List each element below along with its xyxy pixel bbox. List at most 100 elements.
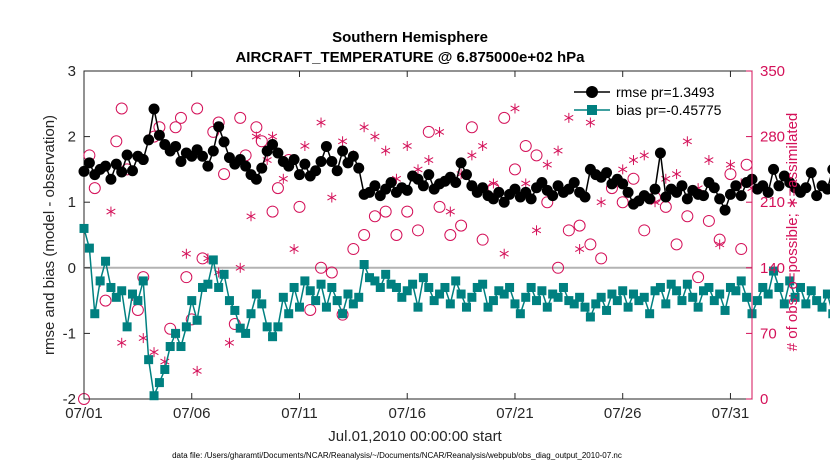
rmse-point [148, 103, 160, 115]
bias-point [127, 289, 137, 299]
bias-point [181, 322, 191, 332]
obs-assimilated-marker [278, 173, 288, 184]
rmse-point [207, 145, 219, 157]
bias-point [160, 364, 170, 374]
bias-point [154, 378, 164, 388]
rmse-point [811, 190, 823, 202]
obs-possible-marker [584, 238, 597, 251]
obs-assimilated-stroke [531, 227, 542, 234]
rmse-point [170, 140, 182, 152]
obs-possible-marker [681, 210, 694, 223]
bias-point [801, 299, 811, 309]
series-layer [78, 103, 830, 401]
bias-point [79, 223, 89, 233]
obs-possible-marker [304, 303, 317, 316]
rmse-point [83, 157, 95, 169]
bias-point [305, 286, 315, 296]
bias-point [693, 302, 703, 312]
obs-assimilated-marker [467, 150, 477, 161]
bias-point [752, 296, 762, 306]
obs-assimilated-marker [639, 150, 649, 161]
y-tick-label: 3 [68, 63, 76, 80]
obs-assimilated-stroke [138, 335, 148, 342]
rmse-point [460, 169, 472, 181]
bias-point [359, 260, 369, 270]
bias-point [499, 289, 509, 299]
bias-point [769, 266, 779, 276]
bias-point [413, 302, 423, 312]
bias-point [316, 279, 326, 289]
bias-point [445, 299, 455, 309]
bias-point [672, 286, 682, 296]
obs-assimilated-marker [434, 126, 445, 137]
obs-assimilated-marker [564, 112, 574, 123]
obs-assimilated-stroke [246, 213, 256, 220]
obs-assimilated-stroke [181, 250, 191, 257]
obs-assimilated-marker [181, 248, 191, 259]
bias-point [133, 296, 143, 306]
bias-point [639, 292, 649, 302]
obs-possible-marker [390, 229, 403, 241]
bias-point [198, 282, 208, 292]
rmse-point [698, 190, 710, 202]
bias-point [370, 276, 380, 286]
rmse-point [218, 136, 230, 148]
rmse-point [649, 183, 661, 195]
y-tick-label: 2 [68, 129, 76, 146]
obs-assimilated-marker [251, 131, 261, 142]
obs-assimilated-marker [289, 244, 299, 255]
rmse-point [121, 149, 133, 161]
obs-assimilated-stroke [278, 175, 288, 182]
y-tick-label: -1 [63, 325, 76, 342]
obs-assimilated-marker [235, 262, 245, 273]
obs-possible-marker [638, 224, 651, 237]
bias-point [278, 292, 288, 302]
bias-point [214, 282, 224, 292]
rmse-point [579, 191, 591, 203]
bias-point [149, 391, 159, 401]
obs-assimilated-marker [327, 192, 337, 203]
obs-assimilated-marker [224, 337, 235, 348]
bias-point [736, 276, 746, 286]
bias-point [284, 309, 294, 319]
obs-possible-marker [234, 111, 247, 124]
obs-assimilated-stroke [359, 124, 369, 131]
rmse-point [423, 169, 435, 181]
bias-point [300, 276, 310, 286]
y2-tick-label: 0 [760, 391, 768, 408]
bias-point [418, 273, 428, 283]
rmse-point [768, 163, 780, 175]
obs-assimilated-marker [192, 365, 202, 376]
obs-assimilated-stroke [402, 143, 412, 149]
rmse-point [202, 160, 214, 172]
bias-point [90, 309, 100, 319]
obs-possible-marker [115, 102, 128, 115]
bias-point [402, 286, 412, 296]
y2-tick-label: 350 [760, 63, 785, 80]
obs-assimilated-marker [402, 140, 412, 151]
obs-assimilated-stroke [267, 133, 278, 140]
bias-point [682, 279, 692, 289]
rmse-point [175, 156, 187, 168]
x-tick-label: 07/31 [712, 405, 750, 422]
bias-point [424, 282, 434, 292]
y2-tick-label: 70 [760, 325, 777, 342]
obs-assimilated-marker [618, 164, 628, 175]
bias-point [311, 296, 321, 306]
rmse-point [708, 182, 720, 194]
rmse-point [213, 121, 225, 133]
obs-assimilated-stroke [424, 157, 434, 163]
legend-bias-label: bias pr=-0.45775 [616, 102, 722, 118]
obs-assimilated-stroke [542, 161, 552, 168]
rmse-point [310, 165, 322, 177]
obs-assimilated-marker [246, 211, 256, 222]
bias-point [386, 279, 396, 289]
bias-point [553, 292, 563, 302]
rmse-point [644, 193, 656, 205]
obs-assimilated-stroke [192, 367, 202, 374]
bias-point [779, 299, 789, 309]
bias-point [192, 315, 202, 325]
bias-point [338, 309, 348, 319]
rmse-point [805, 167, 817, 179]
bias-point [478, 279, 488, 289]
